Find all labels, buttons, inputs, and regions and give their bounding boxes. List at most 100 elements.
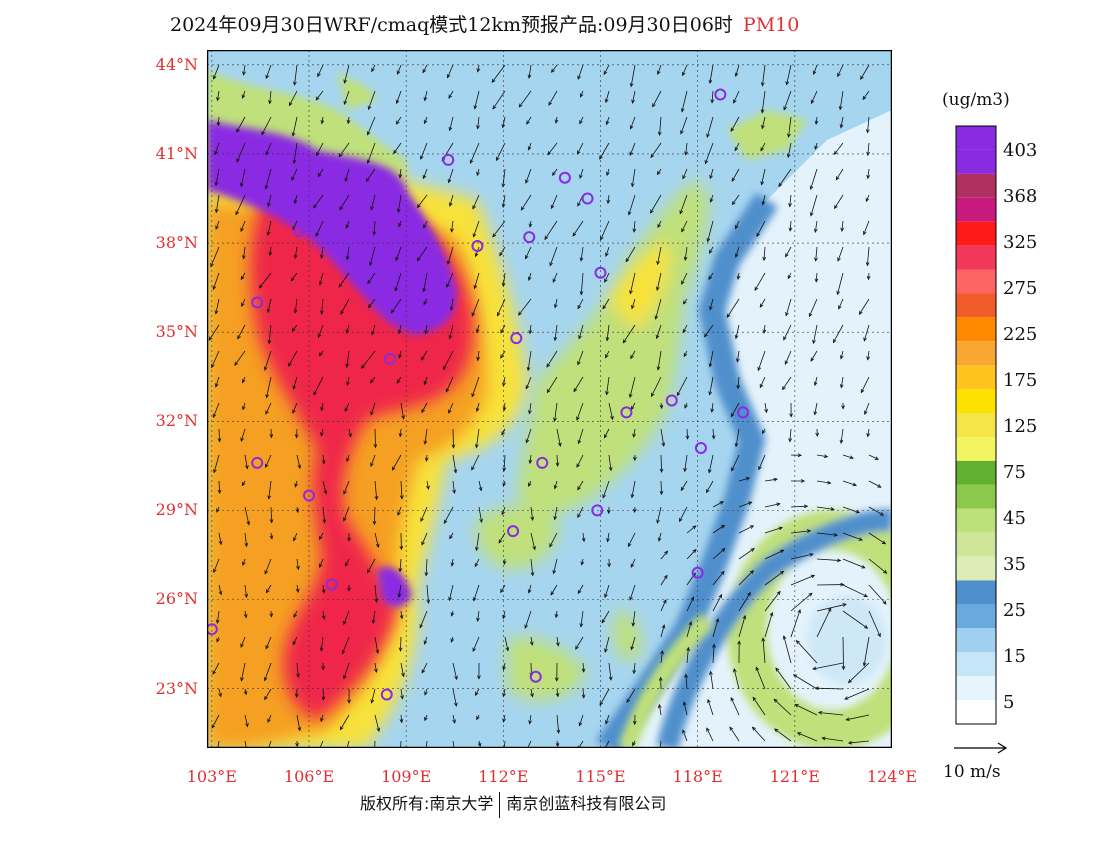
wind-arrow bbox=[269, 90, 272, 104]
wind-reference-arrow bbox=[954, 742, 1008, 754]
wind-arrowhead bbox=[361, 364, 365, 369]
wind-arrowhead bbox=[492, 233, 497, 238]
wind-arrow bbox=[547, 376, 558, 393]
wind-arrow bbox=[577, 506, 584, 518]
wind-arrow bbox=[502, 610, 506, 619]
wind-arrowhead bbox=[659, 468, 664, 474]
wind-arrowhead bbox=[373, 444, 378, 449]
wind-arrowhead bbox=[579, 120, 583, 125]
wind-arrowhead bbox=[323, 490, 328, 495]
wind-arrowhead bbox=[577, 305, 582, 310]
wind-arrow bbox=[709, 246, 714, 254]
wind-arrow bbox=[502, 168, 506, 187]
wind-arrowhead bbox=[291, 176, 295, 182]
wind-arrowhead bbox=[787, 133, 791, 138]
colorbar-swatch bbox=[956, 149, 996, 174]
concentration-field bbox=[207, 50, 892, 748]
lat-label: 23°N bbox=[155, 678, 198, 698]
wind-arrow bbox=[842, 506, 860, 513]
wind-arrow bbox=[477, 64, 480, 72]
wind-arrow bbox=[347, 116, 350, 124]
wind-arrow bbox=[449, 116, 454, 131]
wind-arrow bbox=[424, 714, 428, 721]
city-stations bbox=[205, 88, 750, 701]
wind-arrow bbox=[604, 272, 610, 283]
wind-arrow bbox=[520, 194, 532, 211]
colorbar-swatch bbox=[956, 604, 996, 629]
wind-arrow bbox=[733, 668, 740, 690]
wind-arrow bbox=[553, 558, 558, 574]
wind-arrow bbox=[726, 298, 740, 318]
wind-arrow bbox=[215, 220, 220, 230]
wind-arrowhead bbox=[605, 354, 609, 359]
wind-arrowhead bbox=[421, 356, 425, 361]
wind-arrow bbox=[237, 324, 246, 339]
wind-arrowhead bbox=[525, 255, 529, 260]
wind-arrowhead bbox=[632, 720, 637, 726]
wind-arrowhead bbox=[217, 438, 222, 443]
wind-arrowhead bbox=[632, 228, 637, 233]
wind-arrow bbox=[236, 116, 246, 133]
wind-arrowhead bbox=[528, 223, 533, 228]
wind-arrowhead bbox=[214, 383, 219, 388]
wind-arrowhead bbox=[500, 354, 504, 359]
wind-arrowhead bbox=[682, 328, 687, 334]
wind-arrow bbox=[294, 298, 298, 313]
wind-arrow bbox=[816, 558, 841, 561]
wind-arrowhead bbox=[836, 290, 841, 296]
wind-arrowhead bbox=[527, 410, 532, 415]
wind-arrowhead bbox=[550, 68, 555, 73]
wind-arrowhead bbox=[344, 562, 349, 567]
wind-arrow bbox=[423, 168, 428, 179]
wind-arrowhead bbox=[553, 336, 558, 342]
wind-arrow bbox=[868, 454, 879, 460]
wind-arrowhead bbox=[661, 624, 666, 629]
wind-arrowhead bbox=[606, 538, 610, 543]
wind-arrowhead bbox=[401, 672, 405, 678]
wind-arrow bbox=[656, 272, 662, 291]
wind-arrowhead bbox=[761, 429, 766, 435]
wind-arrowhead bbox=[321, 696, 326, 701]
wind-arrowhead bbox=[366, 131, 371, 136]
wind-arrow bbox=[868, 558, 887, 574]
wind-arrowhead bbox=[877, 632, 881, 638]
wind-arrow bbox=[706, 728, 714, 742]
wind-arrowhead bbox=[730, 697, 735, 702]
wind-arrowhead bbox=[731, 177, 736, 182]
wind-arrowhead bbox=[546, 363, 551, 368]
wind-arrow bbox=[367, 116, 376, 135]
wind-arrowhead bbox=[782, 635, 787, 640]
wind-arrow bbox=[577, 142, 584, 155]
wind-arrow bbox=[599, 142, 610, 160]
wind-arrow bbox=[859, 298, 870, 315]
wind-arrowhead bbox=[423, 224, 427, 229]
wind-arrowhead bbox=[605, 337, 610, 342]
wind-arrow bbox=[758, 454, 766, 470]
wind-arrow bbox=[244, 454, 248, 469]
wind-arrowhead bbox=[294, 693, 299, 698]
wind-arrow bbox=[681, 220, 688, 232]
wind-arrow bbox=[529, 402, 532, 414]
wind-arrowhead bbox=[762, 329, 767, 334]
wind-arrowhead bbox=[244, 465, 249, 470]
colorbar-tick-label: 225 bbox=[1003, 324, 1038, 345]
wind-arrow bbox=[345, 220, 350, 229]
colorbar-tick-label: 25 bbox=[1003, 600, 1026, 621]
wind-arrowhead bbox=[367, 279, 372, 285]
wind-arrow bbox=[399, 558, 402, 572]
wind-arrowhead bbox=[320, 432, 324, 437]
wind-arrow bbox=[730, 116, 740, 132]
wind-arrow bbox=[738, 501, 752, 508]
wind-arrowhead bbox=[604, 98, 609, 104]
wind-arrowhead bbox=[266, 308, 271, 314]
wind-arrowhead bbox=[813, 381, 818, 387]
wind-arrow bbox=[709, 168, 714, 179]
wind-arrow bbox=[449, 532, 454, 539]
wind-arrow bbox=[630, 558, 636, 568]
wind-arrowhead bbox=[424, 457, 429, 462]
wind-arrowhead bbox=[733, 99, 737, 104]
wind-arrow bbox=[291, 168, 298, 181]
wind-arrow bbox=[797, 732, 818, 742]
wind-arrowhead bbox=[347, 699, 351, 704]
wind-arrowhead bbox=[600, 236, 604, 241]
